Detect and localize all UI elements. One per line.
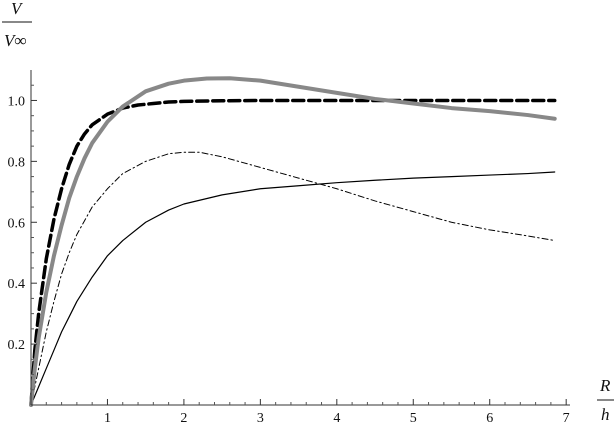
x-ticks: 1 2 3 4 5 6 7 — [45, 399, 570, 426]
y-tick-label: 0.6 — [8, 216, 26, 231]
x-axis-label-denominator: h — [601, 405, 610, 424]
series-line-dash-dot — [30, 151, 556, 406]
y-axis-label: V V∞ — [2, 0, 32, 50]
x-tick-label: 6 — [486, 411, 493, 426]
y-axis-label-denominator: V∞ — [4, 31, 27, 50]
x-tick-label: 4 — [333, 411, 340, 426]
y-tick-label: 0.8 — [8, 155, 26, 170]
x-tick-label: 5 — [410, 411, 417, 426]
y-tick-label: 0.2 — [8, 338, 26, 353]
x-tick-label: 7 — [563, 411, 570, 426]
x-axis-label-numerator: R — [599, 376, 611, 395]
series-line-solid-thick — [29, 76, 557, 407]
y-tick-label: 1.0 — [8, 94, 26, 109]
y-tick-label: 0.4 — [8, 277, 26, 292]
x-tick-label: 3 — [257, 411, 264, 426]
series-line-dashed-thick — [29, 98, 557, 407]
y-axis-label-numerator: V — [11, 0, 24, 18]
x-tick-label: 1 — [104, 411, 111, 426]
y-ticks: 0.2 0.4 0.6 0.8 1.0 — [8, 84, 37, 391]
x-axis-label: R h — [597, 376, 614, 424]
series-line-solid-thin — [30, 171, 556, 406]
x-tick-label: 2 — [180, 411, 187, 426]
plot-area — [29, 76, 557, 407]
